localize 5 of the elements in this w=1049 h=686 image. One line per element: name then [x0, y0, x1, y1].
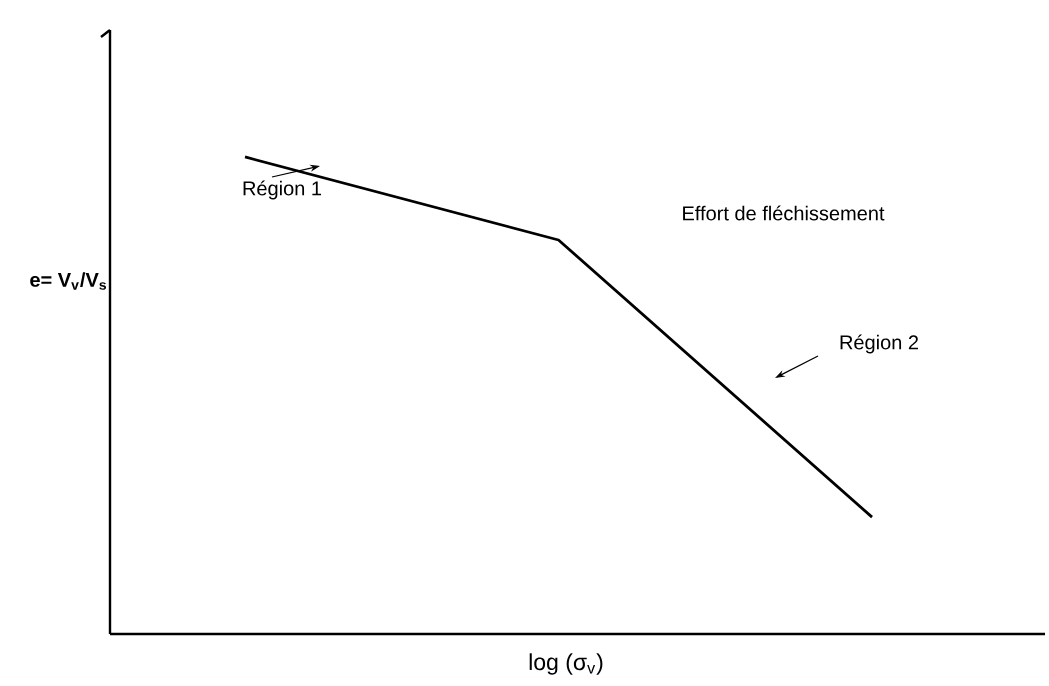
- annotation: Effort de fléchissement: [683, 205, 885, 221]
- y-axis-title: e= V$_{v}$/V$_{s}$: [30, 272, 107, 290]
- annotation: Région 2: [840, 334, 919, 354]
- annotation: Région 1: [243, 180, 322, 200]
- x-axis-title: log (σ$_{v}$): [529, 653, 603, 675]
